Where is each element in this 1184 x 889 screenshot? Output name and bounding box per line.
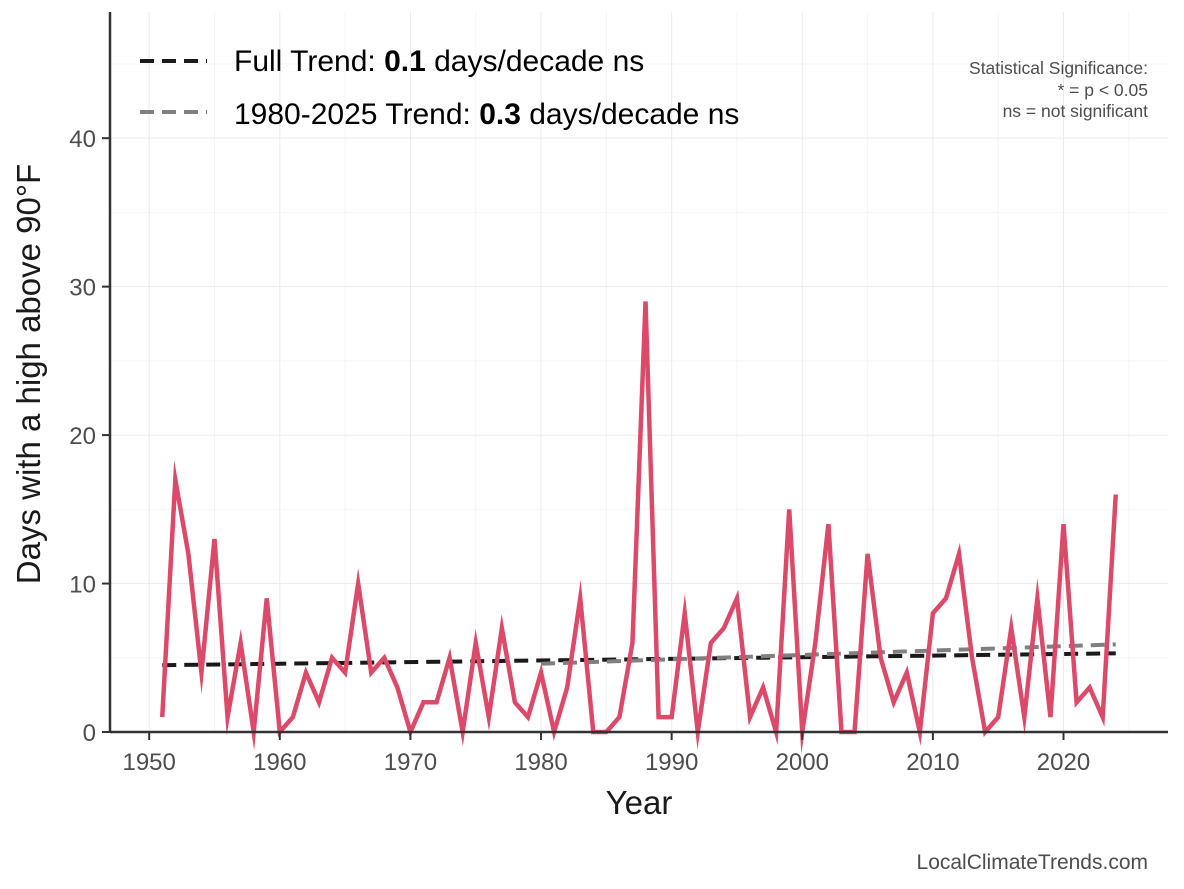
- grid: [110, 12, 1168, 733]
- legend-recent-trend-label: 1980-2025 Trend: 0.3 days/decade ns: [234, 98, 739, 131]
- source-credit: LocalClimateTrends.com: [917, 851, 1148, 874]
- significance-line-1: * = p < 0.05: [1058, 80, 1149, 100]
- full-trend-line: [162, 651, 1116, 668]
- y-tick-label: 20: [69, 423, 96, 450]
- x-tick-label: 1950: [122, 749, 175, 776]
- x-tick-label: 1960: [253, 749, 306, 776]
- y-axis-ticks: 0 10 20 30 40: [69, 126, 110, 747]
- significance-line-2: ns = not significant: [1003, 101, 1149, 121]
- x-axis-title: Year: [606, 784, 673, 821]
- significance-note: Statistical Significance: * = p < 0.05 n…: [969, 58, 1148, 121]
- x-tick-label: 1980: [514, 749, 567, 776]
- y-axis-title: Days with a high above 90°F: [10, 164, 47, 584]
- x-tick-label: 1990: [645, 749, 698, 776]
- y-tick-label: 30: [69, 275, 96, 302]
- data-series: [160, 301, 1118, 755]
- y-tick-label: 40: [69, 126, 96, 153]
- x-tick-label: 2020: [1037, 749, 1090, 776]
- x-axis-ticks: 1950 1960 1970 1980 1990 2000 2010 2020: [122, 732, 1090, 776]
- x-tick-label: 1970: [384, 749, 437, 776]
- trend-lines: [162, 642, 1116, 668]
- recent-trend-line: [540, 642, 1116, 666]
- legend: Full Trend: 0.1 days/decade ns 1980-2025…: [140, 45, 739, 131]
- significance-title: Statistical Significance:: [969, 58, 1148, 78]
- legend-full-trend-label: Full Trend: 0.1 days/decade ns: [234, 45, 644, 78]
- series-line: [160, 301, 1118, 755]
- y-tick-label: 10: [69, 572, 96, 599]
- x-tick-label: 2010: [906, 749, 959, 776]
- y-tick-label: 0: [83, 720, 96, 747]
- x-tick-label: 2000: [776, 749, 829, 776]
